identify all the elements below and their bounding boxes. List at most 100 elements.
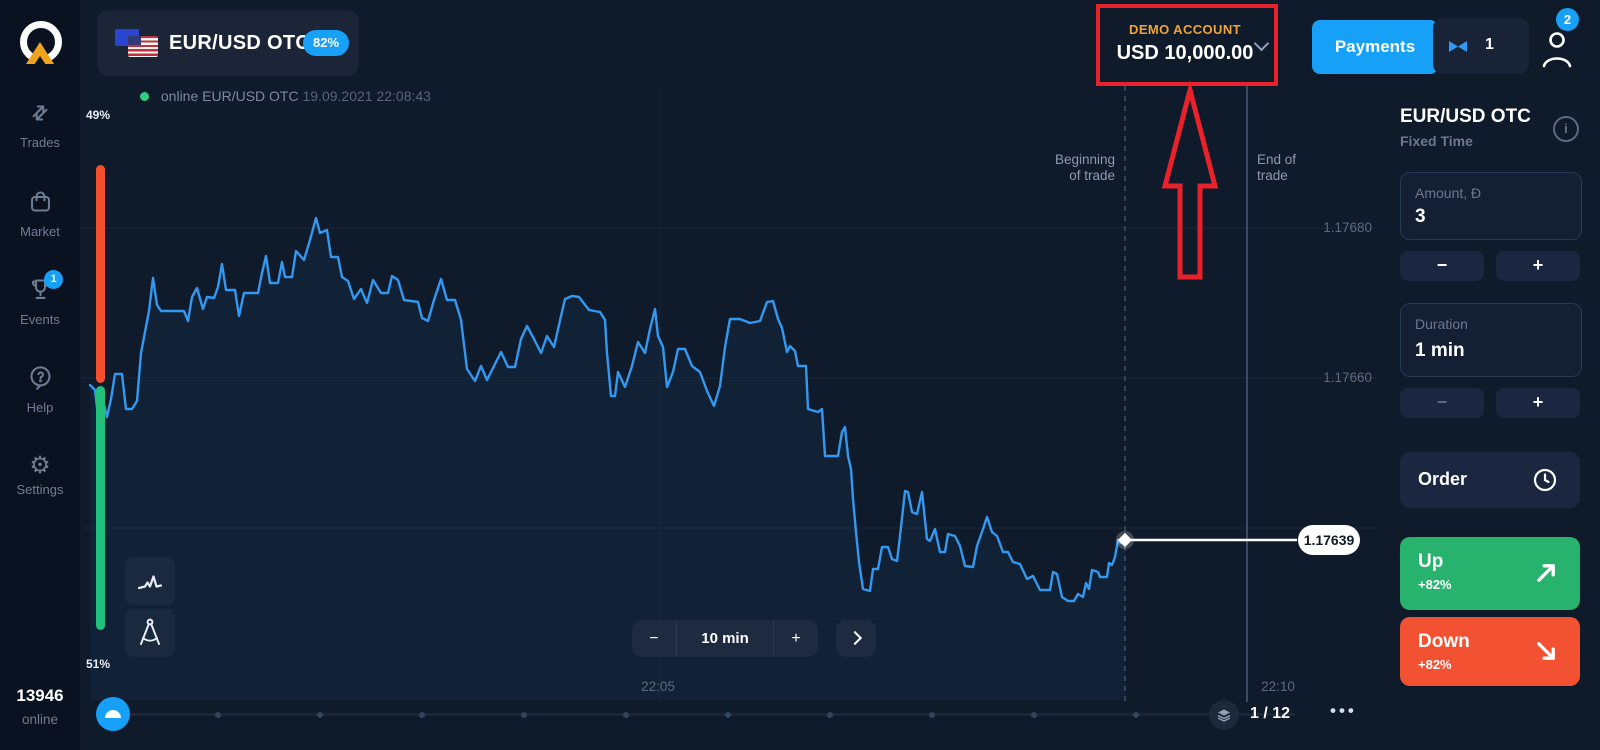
duration-value: 1 min <box>1415 340 1465 361</box>
panel-trade-mode: Fixed Time <box>1400 133 1473 149</box>
down-button[interactable]: Down +82% <box>1400 617 1580 686</box>
timeline-track[interactable] <box>115 700 1295 730</box>
sentiment-bar-red <box>96 165 105 383</box>
sidebar-item-market[interactable]: Market <box>0 188 80 239</box>
current-price-tag: 1.17639 <box>1298 525 1360 555</box>
trades-icon <box>32 105 48 121</box>
arc-icon <box>105 710 121 718</box>
gift-ribbon-icon <box>1449 41 1467 52</box>
amount-label: Amount, Đ <box>1415 185 1482 201</box>
price-axis-label: 1.17680 <box>1323 220 1372 235</box>
amount-increase-button[interactable]: + <box>1496 251 1580 281</box>
sidebar: Trades Market 1 Events Help ⚙ Settings 1… <box>0 0 80 750</box>
account-switcher[interactable]: DEMO ACCOUNT USD 10,000.00 <box>1096 4 1274 80</box>
account-type-label: DEMO ACCOUNT <box>1129 22 1241 37</box>
sidebar-item-settings[interactable]: ⚙ Settings <box>0 452 80 497</box>
timeline-dot[interactable] <box>623 711 629 718</box>
up-button[interactable]: Up +82% <box>1400 537 1580 610</box>
market-bag-icon <box>30 191 50 212</box>
timeline-dot[interactable] <box>521 711 527 718</box>
panel-asset-title: EUR/USD OTC <box>1400 106 1531 127</box>
sentiment-up-percent: 49% <box>86 108 111 122</box>
timeline-dot[interactable] <box>1133 711 1139 718</box>
help-icon <box>29 366 51 390</box>
sidebar-item-events[interactable]: 1 Events <box>0 270 80 327</box>
up-label: Up <box>1418 551 1444 572</box>
asset-selector[interactable]: EUR/USD OTC 82% <box>97 10 359 76</box>
more-options-button[interactable]: ••• <box>1330 701 1357 720</box>
settings-gear-icon: ⚙ <box>29 451 51 479</box>
online-users-label: online <box>21 712 59 727</box>
duration-label: Duration <box>1415 316 1468 332</box>
amount-decrease-button[interactable]: − <box>1400 251 1484 281</box>
compass-icon <box>140 618 160 645</box>
sentiment-bar-green <box>96 386 105 630</box>
timeframe-zoom-in-button[interactable]: + <box>791 629 801 647</box>
chevron-right-icon <box>847 630 863 646</box>
trade-begin-label: Beginning of trade <box>1054 152 1115 183</box>
time-axis-label: 22:10 <box>1261 679 1295 694</box>
chart-type-button[interactable] <box>125 557 175 605</box>
duration-increase-button[interactable]: + <box>1496 388 1580 418</box>
info-icon[interactable]: i <box>1553 116 1579 142</box>
timeframe-control: − 10 min + <box>632 620 818 657</box>
order-label: Order <box>1418 469 1468 489</box>
down-label: Down <box>1418 631 1470 652</box>
clock-icon <box>1533 468 1557 492</box>
timeframe-value[interactable]: 10 min <box>701 630 749 647</box>
status-datetime: 19.09.2021 22:08:43 <box>302 88 431 104</box>
down-payout: +82% <box>1418 657 1452 672</box>
duration-field[interactable]: Duration 1 min <box>1400 303 1582 377</box>
timeline-line <box>115 713 1295 716</box>
timeline-dot[interactable] <box>215 711 221 718</box>
sidebar-item-help[interactable]: Help <box>0 364 80 415</box>
profile-badge: 2 <box>1556 8 1579 31</box>
amount-field[interactable]: Amount, Đ 3 <box>1400 172 1582 240</box>
payout-badge: 82% <box>303 30 349 56</box>
timeframe-zoom-out-button[interactable]: − <box>649 629 659 647</box>
gifts-button[interactable]: 1 <box>1433 18 1529 74</box>
drawing-tools-button[interactable] <box>125 609 175 657</box>
status-text: online EUR/USD OTC <box>160 88 299 104</box>
scroll-to-now-button[interactable] <box>836 620 876 657</box>
arrow-down-right-icon <box>1537 642 1555 660</box>
timeline-dot[interactable] <box>827 711 833 718</box>
arrow-up-right-icon <box>1537 564 1555 582</box>
price-axis-label: 1.17660 <box>1323 370 1372 385</box>
timeline-dot[interactable] <box>317 711 323 718</box>
logo-triangle-icon <box>26 42 54 64</box>
person-icon <box>1542 32 1572 68</box>
sidebar-item-label: Trades <box>20 135 60 150</box>
sidebar-item-label: Help <box>26 400 54 415</box>
gifts-count: 1 <box>1485 36 1494 53</box>
timeline-dot[interactable] <box>419 711 425 718</box>
order-button[interactable]: Order <box>1400 452 1580 508</box>
time-axis-label: 22:05 <box>641 679 675 694</box>
sidebar-item-label: Settings <box>16 482 64 497</box>
timeline-position-button[interactable] <box>96 697 130 731</box>
sidebar-item-label: Events <box>20 312 60 327</box>
online-users-count: 13946 <box>16 686 64 705</box>
connection-status: online EUR/USD OTC 19.09.2021 22:08:43 <box>140 88 431 104</box>
timeline-dot[interactable] <box>725 711 731 718</box>
amount-value: 3 <box>1415 206 1426 227</box>
trade-end-label: End of trade <box>1257 152 1297 183</box>
up-payout: +82% <box>1418 577 1452 592</box>
sidebar-item-label: Market <box>20 224 60 239</box>
sentiment-down-percent: 51% <box>86 657 111 671</box>
timeline-dot[interactable] <box>929 711 935 718</box>
pagination-indicator: 1 / 12 <box>1250 705 1291 722</box>
layers-icon <box>1217 709 1231 722</box>
us-flag-icon <box>128 36 158 57</box>
online-dot-icon <box>140 92 149 101</box>
events-badge: 1 <box>44 270 63 289</box>
profile-button[interactable] <box>1538 26 1578 70</box>
account-balance: USD 10,000.00 <box>1116 42 1254 64</box>
sidebar-item-trades[interactable]: Trades <box>0 100 80 150</box>
duration-decrease-button[interactable]: − <box>1400 388 1484 418</box>
payments-button[interactable]: Payments <box>1312 20 1438 74</box>
chart-pages-button[interactable] <box>1209 700 1239 730</box>
line-chart-icon <box>137 575 163 590</box>
timeline-dot[interactable] <box>1031 711 1037 718</box>
